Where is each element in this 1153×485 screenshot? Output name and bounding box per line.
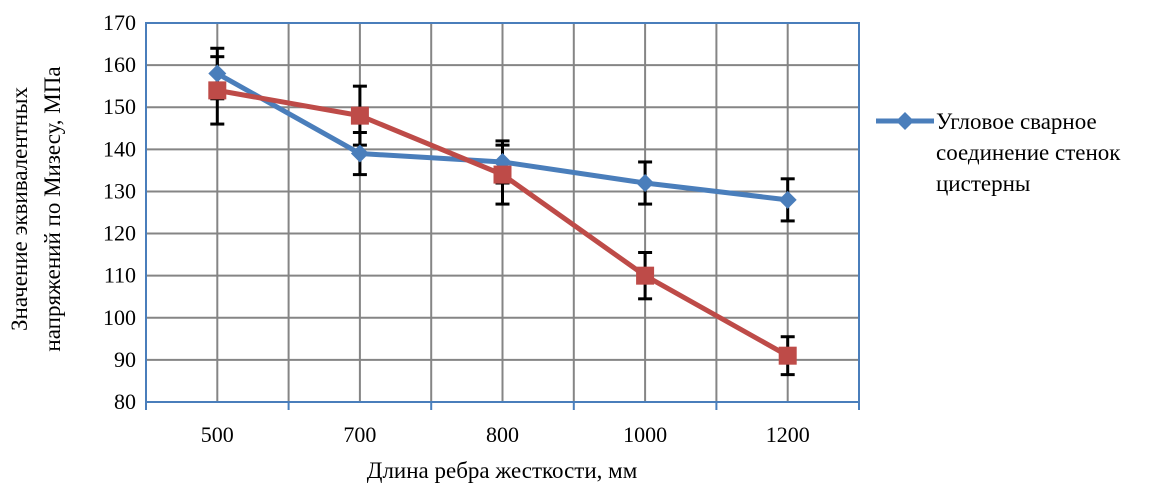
x-tick-label: 700 bbox=[343, 422, 376, 447]
x-axis-ticks: 500 700 800 1000 1200 bbox=[201, 422, 810, 447]
data-point-1 bbox=[350, 106, 369, 125]
data-point-0 bbox=[778, 190, 797, 209]
grid bbox=[145, 22, 860, 410]
y-tick-label: 130 bbox=[103, 178, 136, 203]
legend-label: Угловое сварное соединение стенок цистер… bbox=[936, 109, 1121, 196]
y-tick-label: 160 bbox=[103, 52, 136, 77]
data-point-1 bbox=[208, 81, 227, 100]
y-axis-ticks: 80 90 100 110 120 130 140 150 160 170 bbox=[103, 10, 136, 414]
x-tick-label: 1000 bbox=[623, 422, 667, 447]
x-tick-label: 1200 bbox=[766, 422, 810, 447]
x-tick-label: 500 bbox=[201, 422, 234, 447]
data-point-1 bbox=[778, 346, 797, 365]
y-tick-label: 90 bbox=[114, 347, 136, 372]
y-tick-label: 120 bbox=[103, 221, 136, 246]
data-point-1 bbox=[493, 165, 512, 184]
legend-diamond-icon bbox=[896, 112, 914, 130]
x-tick-label: 800 bbox=[486, 422, 519, 447]
legend-marker bbox=[876, 112, 934, 130]
y-axis-title-line-1: Значение эквивалентных bbox=[7, 87, 32, 331]
y-tick-label: 110 bbox=[104, 263, 136, 288]
data-point-1 bbox=[636, 266, 655, 285]
data-point-0 bbox=[208, 64, 227, 83]
y-tick-label: 150 bbox=[103, 94, 136, 119]
y-axis-title-line-2: напряжений по Мизесу, МПа bbox=[40, 66, 65, 351]
x-axis-title: Длина ребра жесткости, мм bbox=[367, 458, 638, 483]
plot-border bbox=[145, 22, 860, 403]
y-tick-label: 140 bbox=[103, 136, 136, 161]
y-tick-label: 170 bbox=[103, 10, 136, 35]
series-layer bbox=[208, 46, 797, 377]
y-tick-label: 100 bbox=[103, 305, 136, 330]
data-point-0 bbox=[636, 174, 655, 193]
data-point-0 bbox=[350, 144, 369, 163]
y-tick-label: 80 bbox=[114, 389, 136, 414]
